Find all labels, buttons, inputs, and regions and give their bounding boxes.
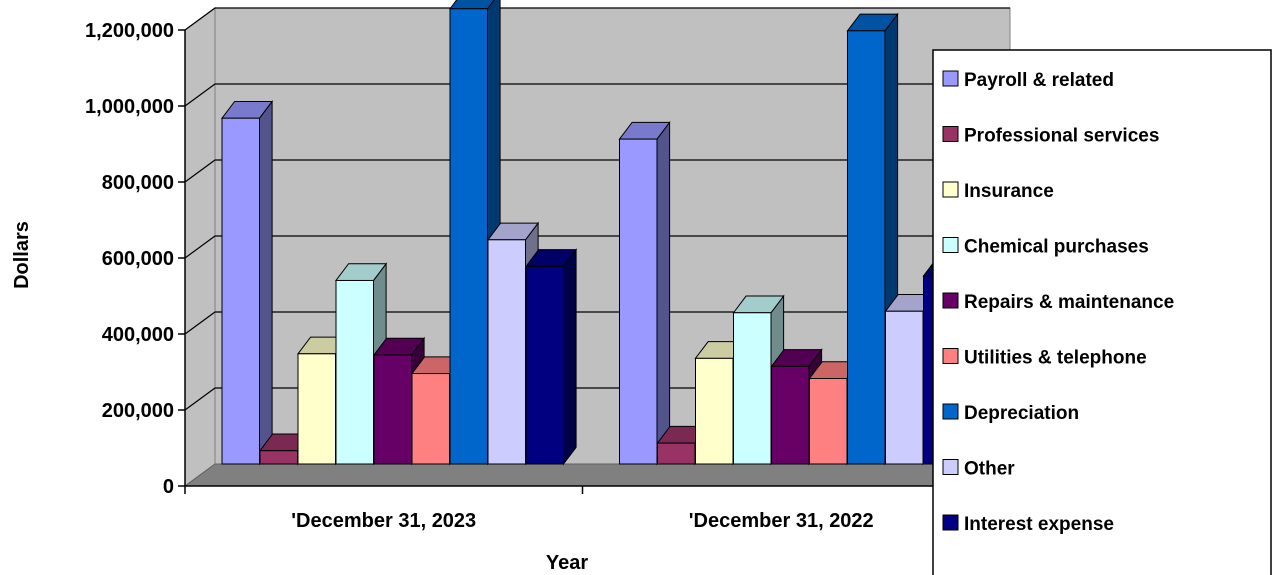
legend-swatch [942,403,959,420]
legend-item: Depreciation [942,403,1079,424]
legend-swatch [942,70,959,87]
legend-swatch [942,459,959,475]
gridline [184,235,1010,259]
bar [524,248,578,466]
legend-label: Repairs & maintenance [964,292,1174,313]
legend-label: Payroll & related [964,70,1114,91]
legend-swatch [942,237,959,253]
legend-label: Utilities & telephone [964,348,1147,369]
y-tick-label: 200,000 [102,400,174,422]
legend-label: Professional services [964,126,1159,147]
gridline [184,159,1010,183]
x-axis-title: Year [546,552,588,574]
legend-item: Repairs & maintenance [942,292,1174,313]
y-axis-title: Dollars [11,221,33,289]
x-tick-label: 'December 31, 2022 [689,510,874,532]
y-tick-labels: 0 200,000 400,000 600,000 800,000 1,000,000 1,… [85,20,174,498]
y-tick-label: 1,200,000 [85,20,174,42]
gridline [184,83,1010,107]
legend-label: Depreciation [964,403,1079,424]
legend-swatch [942,348,959,364]
legend-item: Insurance [942,181,1054,202]
legend-item: Other [942,459,1015,480]
x-tick-label: 'December 31, 2023 [291,510,476,532]
legend: Payroll & related Professional services In… [932,49,1272,575]
legend-item: Utilities & telephone [942,348,1147,369]
x-tick-labels: 'December 31, 2023 'December 31, 2022 [291,510,873,532]
bar [220,99,274,466]
legend-label: Chemical purchases [964,237,1149,258]
y-tick-label: 0 [163,476,174,498]
legend-label: Insurance [964,181,1054,202]
legend-box [932,49,1272,575]
legend-item: Professional services [942,126,1159,147]
y-tick-label: 1,000,000 [85,96,174,118]
legend-item: Interest expense [942,514,1114,535]
legend-label: Interest expense [964,514,1114,535]
legend-item: Payroll & related [942,70,1114,91]
legend-swatch [942,292,959,309]
gridline [184,7,1010,31]
gridlines [184,7,1010,411]
y-tick-label: 800,000 [102,172,174,194]
legend-swatch [942,514,959,531]
bar [846,12,899,466]
legend-swatch [942,126,959,142]
legend-swatch [942,181,959,198]
legend-label: Other [964,459,1015,480]
y-tick-label: 600,000 [102,248,174,270]
y-tick-label: 400,000 [102,324,174,346]
bar [618,120,671,466]
legend-item: Chemical purchases [942,237,1149,258]
